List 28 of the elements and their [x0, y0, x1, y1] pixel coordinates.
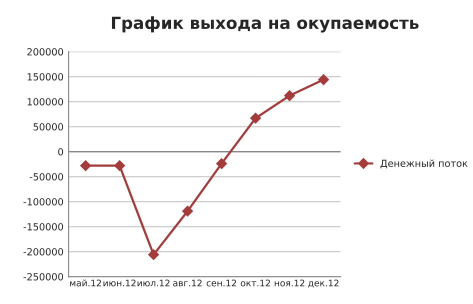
chart-title: График выхода на окупаемость [112, 16, 419, 32]
point [284, 90, 295, 102]
y-tick-label: -50000 [30, 173, 64, 180]
x-tick-label: июл.12 [138, 280, 170, 286]
point [250, 112, 261, 124]
y-tick-label: 150000 [28, 73, 64, 81]
x-tick-label: сен.12 [206, 280, 236, 286]
point [216, 158, 227, 170]
x-tick-label: июн.12 [104, 280, 136, 286]
point [182, 206, 194, 217]
y-tick-label: 100000 [28, 98, 64, 106]
x-tick-label: авг.12 [173, 280, 202, 286]
y-tick-label: -200000 [24, 248, 64, 256]
point [148, 249, 160, 260]
y-tick-label: 50000 [34, 123, 64, 130]
y-tick-label: 200000 [27, 48, 64, 56]
x-tick-label: май.12 [70, 279, 101, 286]
x-tick-label: окт.12 [240, 280, 270, 286]
x-tick-label: ноя.12 [274, 280, 304, 286]
point [318, 74, 329, 86]
x-tick-label: дек.12 [308, 280, 338, 288]
y-tick-label: -150000 [24, 223, 64, 230]
y-tick-label: 0 [58, 148, 64, 156]
y-tick-label: -250000 [24, 273, 64, 280]
y-tick-label: -100000 [24, 198, 64, 206]
point [80, 160, 92, 172]
point [114, 160, 126, 172]
legend-label: Денежный поток [380, 160, 468, 168]
